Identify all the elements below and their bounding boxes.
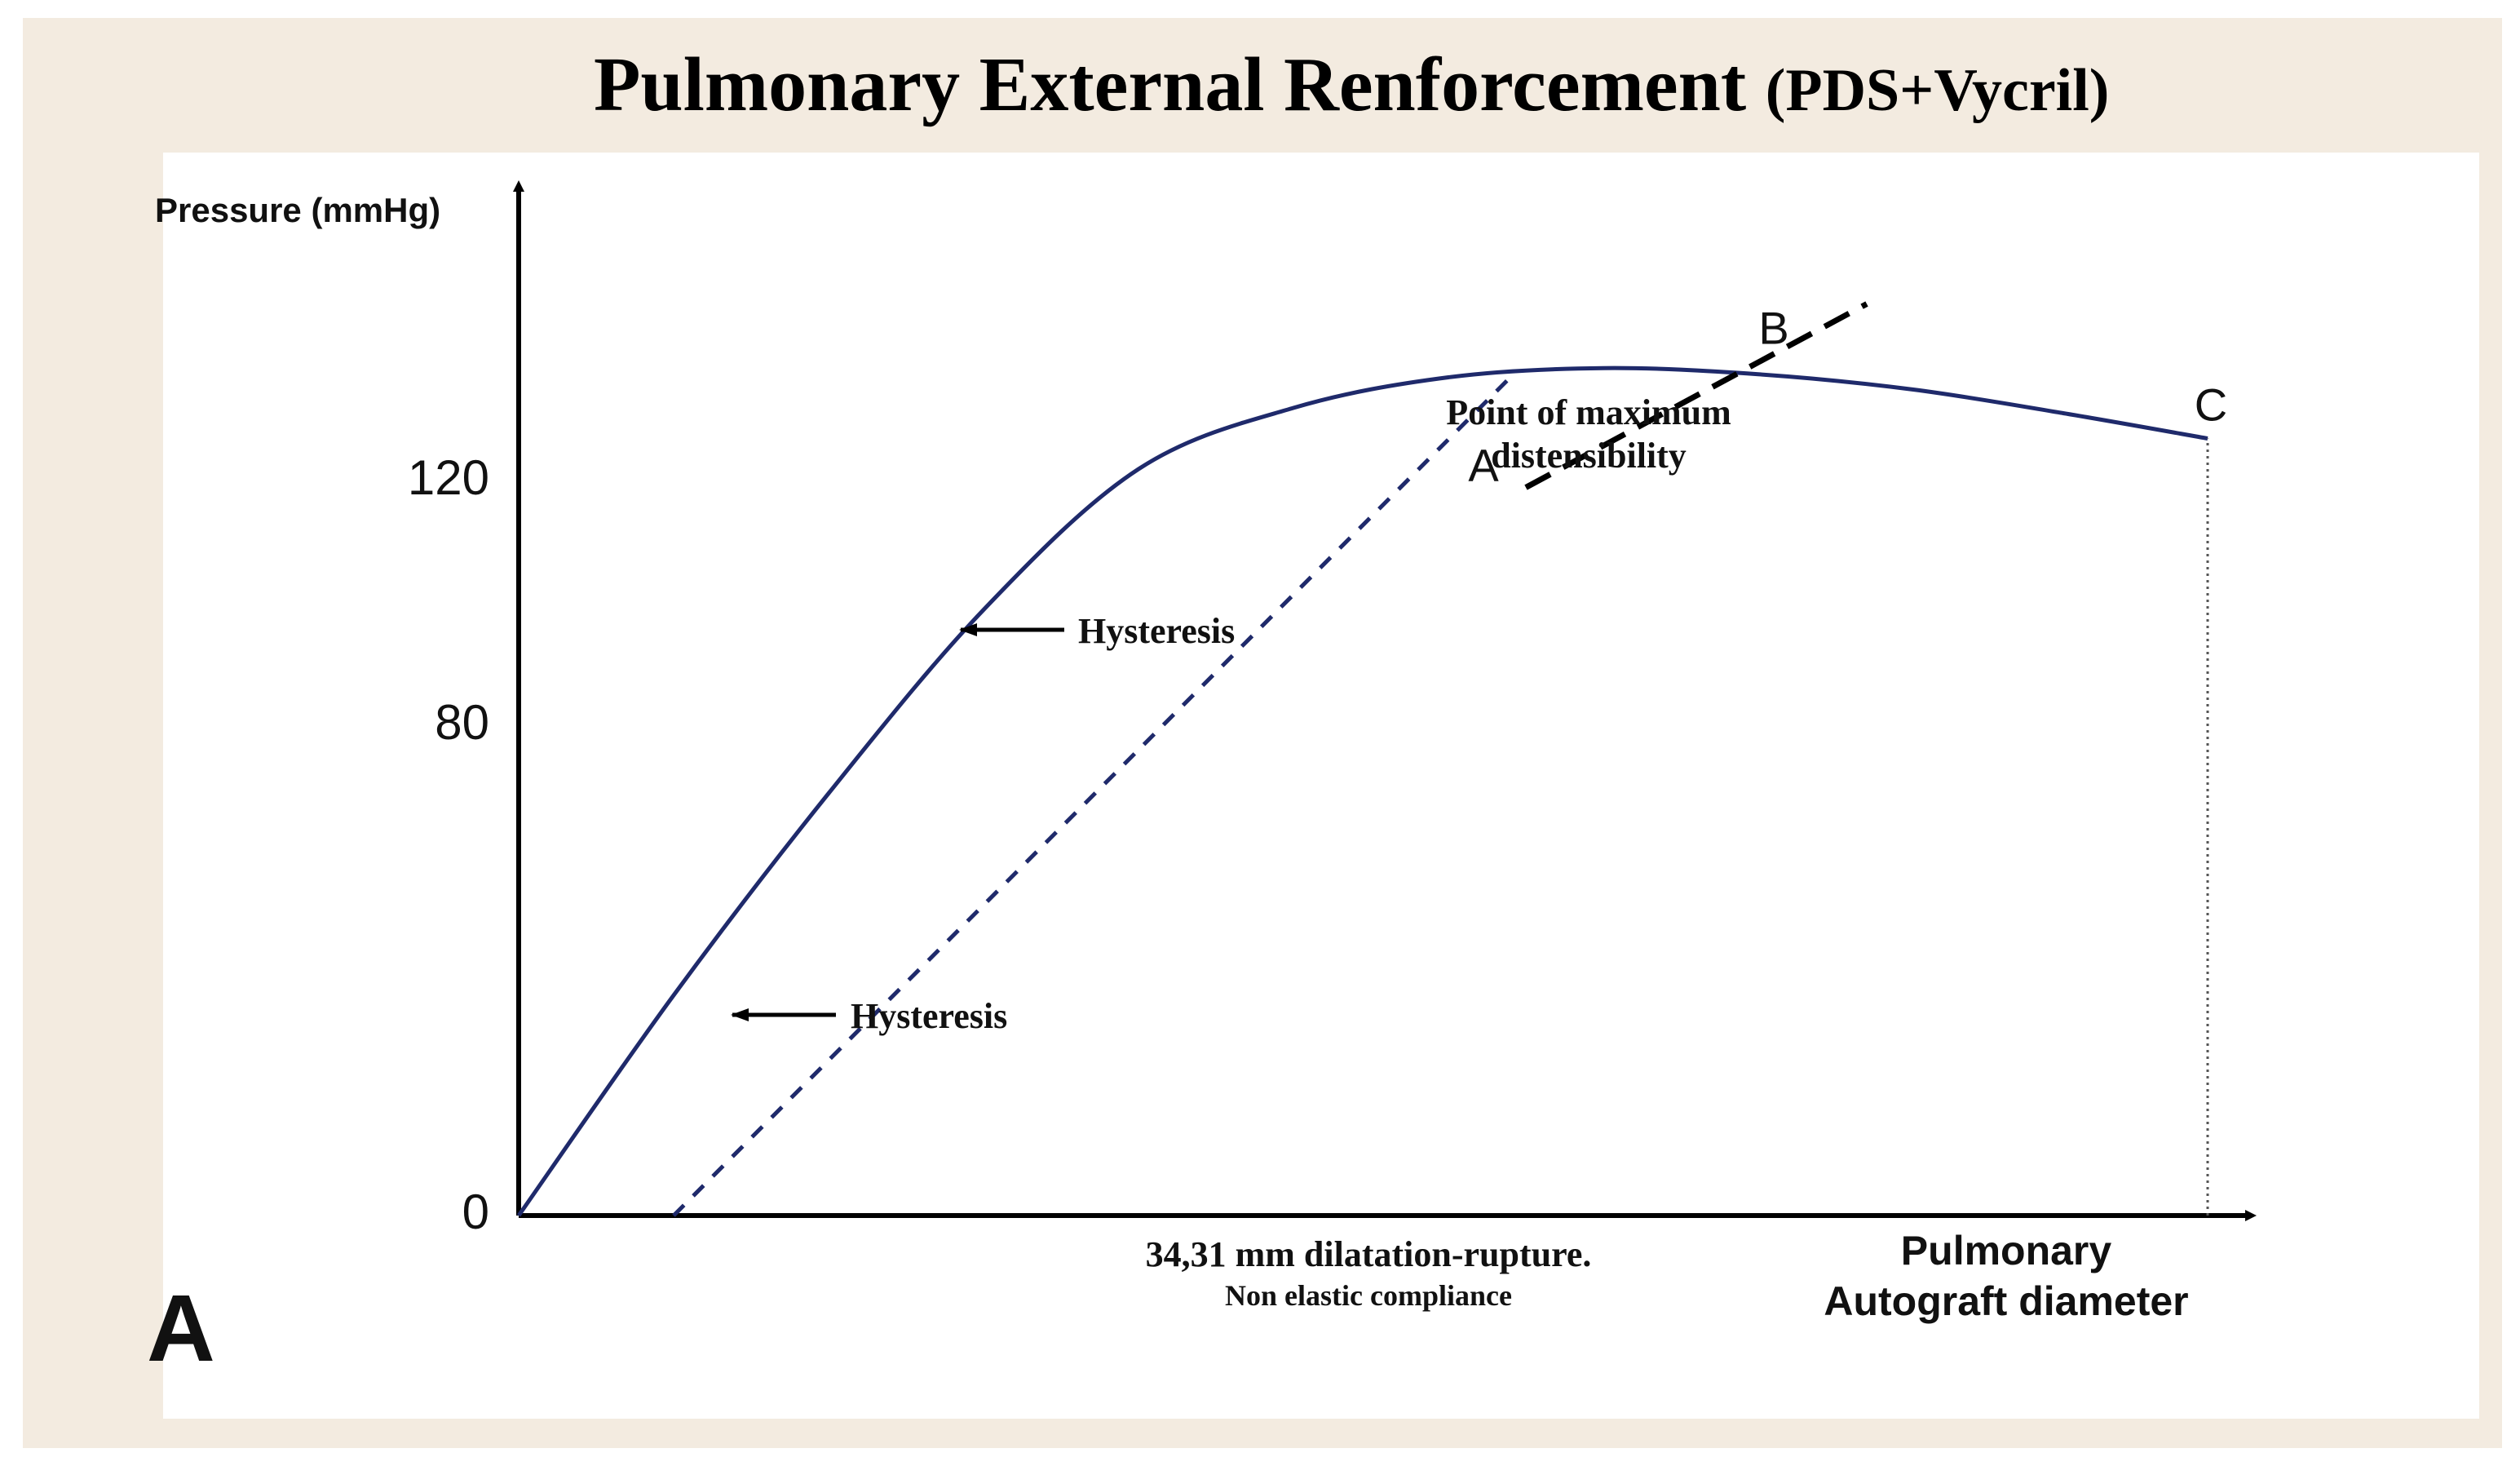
- point-of-max-line1: Point of maximum: [1446, 392, 1731, 432]
- figure-frame: Pulmonary External Renforcement (PDS+Vyc…: [23, 18, 2502, 1448]
- title-suffix: (PDS+Vycril): [1765, 57, 2110, 124]
- point-label-b: B: [1758, 302, 1788, 353]
- y-tick-label-80: 80: [435, 695, 489, 750]
- chart-panel: [163, 153, 2479, 1419]
- point-label-c: C: [2195, 379, 2227, 431]
- hysteresis-lower-label: Hysteresis: [851, 996, 1007, 1036]
- elastic-extrapolation-line: [1524, 301, 1868, 490]
- figure-title: Pulmonary External Renforcement (PDS+Vyc…: [594, 41, 2109, 129]
- y-tick-label-120: 120: [408, 450, 489, 505]
- hysteresis-dashed-line: [672, 375, 1512, 1217]
- title-main: Pulmonary External Renforcement: [594, 42, 1747, 127]
- x-axis-label-line2: Autograft diameter: [1824, 1278, 2188, 1324]
- x-axis-label-line1: Pulmonary: [1901, 1228, 2112, 1273]
- rupture-label-line1: 34,31 mm dilatation-rupture.: [1146, 1234, 1592, 1274]
- y-axis-label: Pressure (mmHg): [155, 191, 440, 229]
- rupture-label-line2: Non elastic compliance: [1225, 1279, 1512, 1312]
- y-tick-label-0: 0: [462, 1185, 489, 1239]
- pressure-curve: [516, 365, 2208, 1217]
- point-of-max-line2: distensibility: [1491, 436, 1687, 476]
- hysteresis-upper-label: Hysteresis: [1078, 611, 1235, 651]
- panel-label: A: [147, 1275, 215, 1381]
- point-label-a: A: [1468, 440, 1499, 491]
